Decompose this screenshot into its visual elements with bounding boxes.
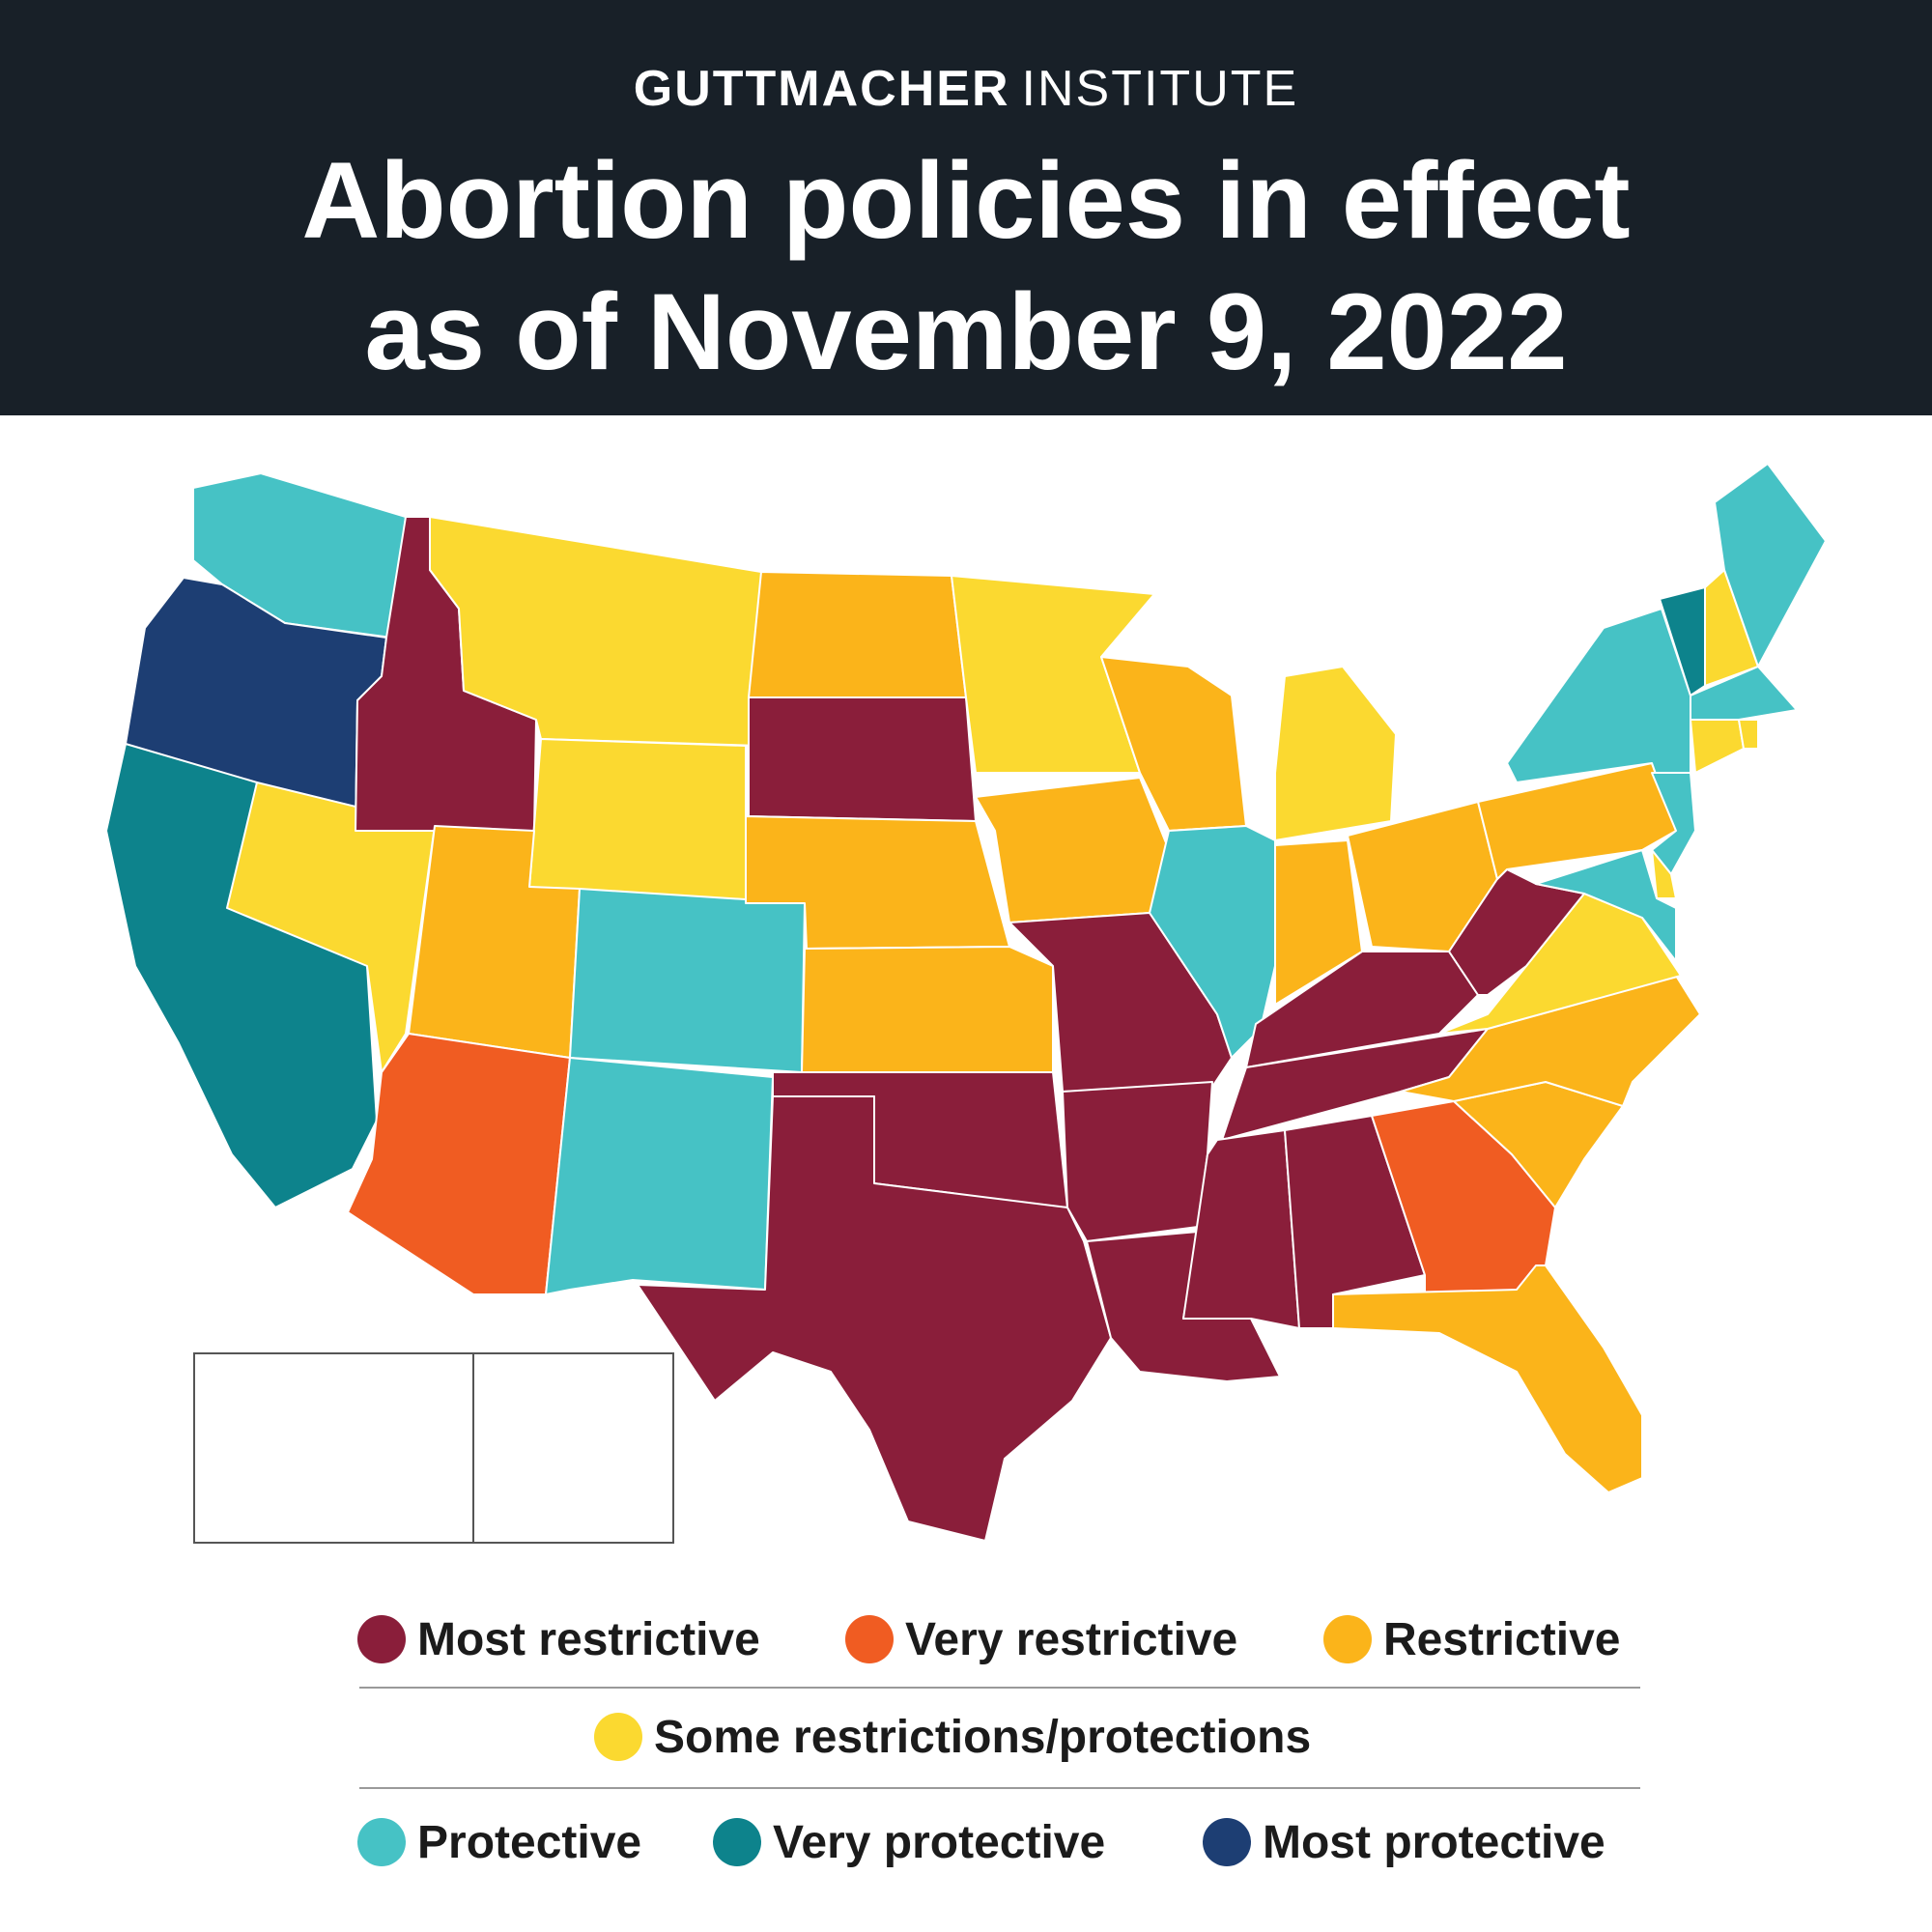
legend-row-2: Some restrictions/protections bbox=[357, 1703, 1642, 1771]
state-DE bbox=[1651, 849, 1677, 899]
state-MI bbox=[1274, 666, 1397, 841]
state-SD bbox=[748, 696, 977, 822]
legend-row-1: Most restrictive Very restrictive Restri… bbox=[357, 1605, 1642, 1673]
state-ME bbox=[1714, 463, 1827, 668]
legend-label-protective: Protective bbox=[417, 1816, 642, 1868]
legend-item-very-restrictive: Very restrictive bbox=[845, 1605, 1237, 1673]
legend-item-restrictive: Restrictive bbox=[1323, 1605, 1620, 1673]
state-WY bbox=[528, 738, 747, 904]
legend-label-very-protective: Very protective bbox=[773, 1816, 1106, 1868]
most-protective-swatch bbox=[1203, 1818, 1251, 1866]
very-restrictive-swatch bbox=[845, 1615, 894, 1663]
legend-item-protective: Protective bbox=[357, 1808, 641, 1876]
state-MD bbox=[1535, 849, 1677, 962]
state-FL bbox=[1332, 1264, 1643, 1493]
state-AR bbox=[1062, 1081, 1213, 1242]
state-IA bbox=[975, 777, 1170, 923]
legend-label-very-restrictive: Very restrictive bbox=[905, 1613, 1238, 1665]
state-CO bbox=[569, 888, 806, 1073]
state-AZ bbox=[347, 1033, 571, 1295]
state-MA bbox=[1690, 666, 1798, 721]
inset-divider bbox=[472, 1352, 474, 1542]
page-title: Abortion policies in effect as of Novemb… bbox=[0, 135, 1932, 398]
state-RI bbox=[1738, 719, 1759, 750]
most-restrictive-swatch bbox=[357, 1615, 406, 1663]
legend-label-restrictive: Restrictive bbox=[1383, 1613, 1621, 1665]
protective-swatch bbox=[357, 1818, 406, 1866]
header-banner: GUTTMACHER INSTITUTE Abortion policies in… bbox=[0, 0, 1932, 415]
legend-item-some-restrictions: Some restrictions/protections bbox=[594, 1703, 1311, 1771]
brand-name-light: INSTITUTE bbox=[1021, 61, 1299, 117]
very-protective-swatch bbox=[713, 1818, 761, 1866]
state-CT bbox=[1690, 719, 1745, 774]
legend-divider-1 bbox=[359, 1687, 1640, 1689]
legend-label-some-restrictions: Some restrictions/protections bbox=[654, 1711, 1312, 1763]
brand-logo: GUTTMACHER INSTITUTE bbox=[0, 60, 1932, 118]
restrictive-swatch bbox=[1323, 1615, 1372, 1663]
legend-label-most-protective: Most protective bbox=[1263, 1816, 1605, 1868]
legend-item-most-restrictive: Most restrictive bbox=[357, 1605, 760, 1673]
legend-label-most-restrictive: Most restrictive bbox=[417, 1613, 760, 1665]
title-line-1: Abortion policies in effect bbox=[301, 140, 1631, 261]
state-KS bbox=[801, 946, 1054, 1073]
legend-divider-2 bbox=[359, 1787, 1640, 1789]
brand-name-bold: GUTTMACHER bbox=[633, 61, 1010, 117]
legend-item-most-protective: Most protective bbox=[1203, 1808, 1605, 1876]
state-NM bbox=[545, 1057, 774, 1295]
state-ND bbox=[748, 571, 967, 698]
title-line-2: as of November 9, 2022 bbox=[364, 271, 1568, 392]
state-TX bbox=[637, 1095, 1112, 1542]
alaska-inset-frame bbox=[193, 1352, 674, 1544]
us-states-map bbox=[105, 463, 1827, 1542]
some-restrictions-swatch bbox=[594, 1713, 642, 1761]
legend-item-very-protective: Very protective bbox=[713, 1808, 1105, 1876]
legend-row-3: Protective Very protective Most protecti… bbox=[357, 1808, 1642, 1876]
